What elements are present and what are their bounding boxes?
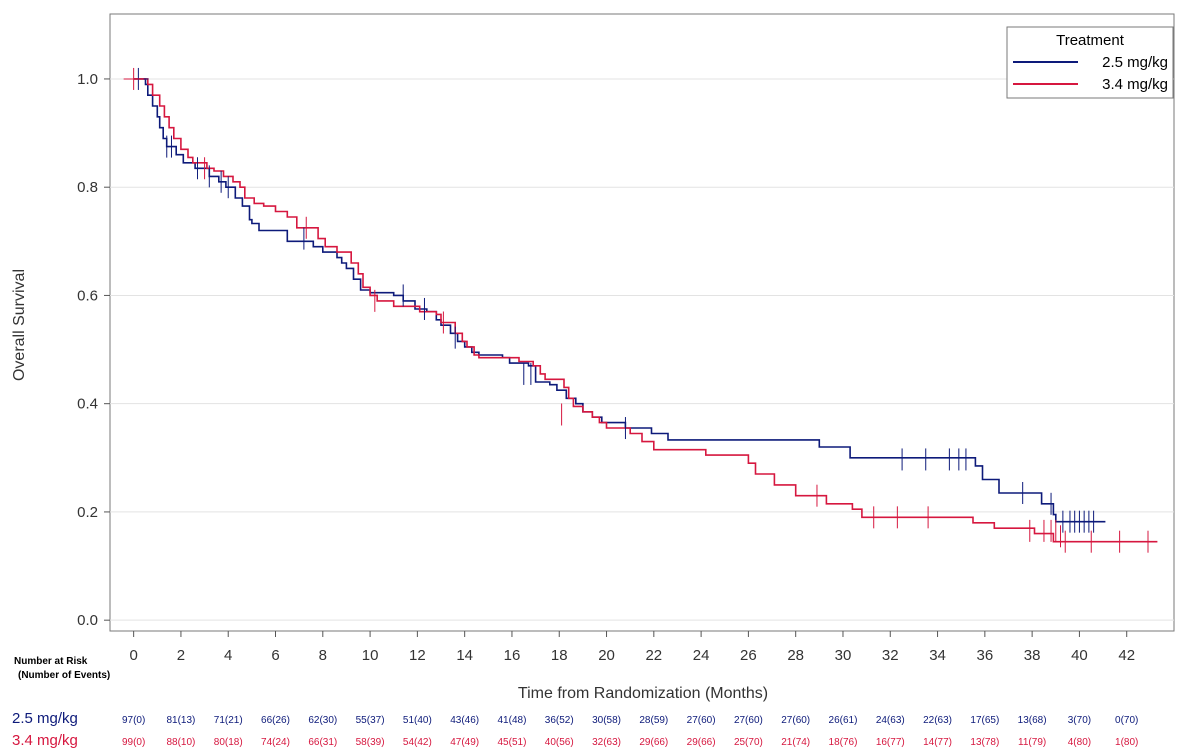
risk-value: 14(77) [923, 737, 952, 748]
x-tick-label: 38 [1024, 647, 1041, 664]
risk-value: 27(60) [781, 715, 810, 726]
risk-value: 40(56) [545, 737, 574, 748]
y-tick-label: 0.0 [77, 612, 98, 629]
x-tick-label: 20 [598, 647, 615, 664]
risk-value: 66(31) [308, 737, 337, 748]
risk-value: 62(30) [308, 715, 337, 726]
x-tick-label: 18 [551, 647, 568, 664]
risk-value: 28(59) [639, 715, 668, 726]
x-tick-label: 22 [645, 647, 662, 664]
x-tick-label: 4 [224, 647, 232, 664]
risk-value: 4(80) [1068, 737, 1091, 748]
risk-value: 47(49) [450, 737, 479, 748]
risk-value: 32(63) [592, 737, 621, 748]
risk-value: 54(42) [403, 737, 432, 748]
risk-value: 55(37) [356, 715, 385, 726]
risk-table: Number at Risk (Number of Events) 2.5 mg… [12, 656, 1138, 749]
risk-value: 45(51) [498, 737, 527, 748]
risk-value: 29(66) [687, 737, 716, 748]
risk-value: 17(65) [970, 715, 999, 726]
censor-marks [123, 67, 1149, 553]
x-tick-label: 24 [693, 647, 710, 664]
risk-value: 22(63) [923, 715, 952, 726]
risk-value: 29(66) [639, 737, 668, 748]
x-tick-label: 10 [362, 647, 379, 664]
risk-value: 11(79) [1018, 737, 1046, 748]
y-tick-label: 0.6 [77, 287, 98, 304]
y-tick-label: 1.0 [77, 71, 98, 88]
x-tick-label: 42 [1118, 647, 1135, 664]
risk-value: 66(26) [261, 715, 290, 726]
risk-row-label-3-4-mg-kg: 3.4 mg/kg [12, 732, 78, 749]
x-axis: 0 2 4 6 8 10 12 14 16 18 20 22 24 26 28 30 32 34 36 38 40 42 [129, 631, 1135, 664]
x-tick-label: 40 [1071, 647, 1088, 664]
x-tick-label: 14 [456, 647, 473, 664]
x-tick-label: 32 [882, 647, 899, 664]
risk-value: 58(39) [356, 737, 385, 748]
x-tick-label: 36 [977, 647, 994, 664]
risk-value: 25(70) [734, 737, 763, 748]
risk-value: 99(0) [122, 737, 145, 748]
risk-value: 36(52) [545, 715, 574, 726]
risk-value: 41(48) [498, 715, 527, 726]
risk-value: 3(70) [1068, 715, 1091, 726]
risk-value: 97(0) [122, 715, 145, 726]
risk-value: 26(61) [829, 715, 858, 726]
risk-value: 43(46) [450, 715, 479, 726]
risk-value: 18(76) [829, 737, 858, 748]
risk-value: 1(80) [1115, 737, 1138, 748]
risk-value: 21(74) [781, 737, 810, 748]
x-tick-label: 34 [929, 647, 946, 664]
risk-row-label-2-5-mg-kg: 2.5 mg/kg [12, 710, 78, 727]
risk-value: 74(24) [261, 737, 290, 748]
risk-value: 51(40) [403, 715, 432, 726]
y-tick-label: 0.2 [77, 504, 98, 521]
x-tick-label: 30 [835, 647, 852, 664]
y-tick-label: 0.8 [77, 179, 98, 196]
risk-value: 24(63) [876, 715, 905, 726]
legend-title: Treatment [1056, 32, 1125, 49]
x-tick-label: 12 [409, 647, 426, 664]
risk-value: 13(78) [970, 737, 999, 748]
x-tick-label: 6 [271, 647, 279, 664]
risk-table-header: Number at Risk [14, 656, 88, 667]
risk-value: 27(60) [687, 715, 716, 726]
risk-value: 30(58) [592, 715, 621, 726]
risk-value: 0(70) [1115, 715, 1138, 726]
x-tick-label: 26 [740, 647, 757, 664]
x-tick-label: 16 [504, 647, 521, 664]
risk-value: 80(18) [214, 737, 243, 748]
legend-label-2-5-mg-kg: 2.5 mg/kg [1102, 54, 1168, 71]
risk-value: 81(13) [166, 715, 195, 726]
risk-value: 88(10) [166, 737, 195, 748]
risk-value: 27(60) [734, 715, 763, 726]
x-tick-label: 8 [319, 647, 327, 664]
plot-frame [109, 13, 1175, 632]
x-axis-title: Time from Randomization (Months) [518, 685, 768, 702]
risk-values: 97(0) 81(13) 71(21) 66(26) 62(30) 55(37) 51(40… [122, 715, 1138, 748]
series-line-2-5-mg-kg [133, 78, 1106, 523]
legend: Treatment 2.5 mg/kg 3.4 mg/kg [1006, 26, 1174, 99]
risk-value: 13(68) [1018, 715, 1047, 726]
risk-value: 16(77) [876, 737, 905, 748]
x-tick-label: 2 [177, 647, 185, 664]
y-tick-label: 0.4 [77, 396, 98, 413]
y-axis: 0.0 0.2 0.4 0.6 0.8 1.0 [77, 71, 110, 629]
risk-value: 71(21) [214, 715, 243, 726]
x-tick-label: 28 [787, 647, 804, 664]
y-axis-title: Overall Survival [11, 269, 28, 381]
x-tick-label: 0 [129, 647, 137, 664]
legend-label-3-4-mg-kg: 3.4 mg/kg [1102, 76, 1168, 93]
series-line-3-4-mg-kg [133, 78, 1158, 543]
risk-table-subheader: (Number of Events) [18, 670, 110, 681]
series-lines [133, 78, 1158, 543]
grid-lines [110, 78, 1174, 621]
